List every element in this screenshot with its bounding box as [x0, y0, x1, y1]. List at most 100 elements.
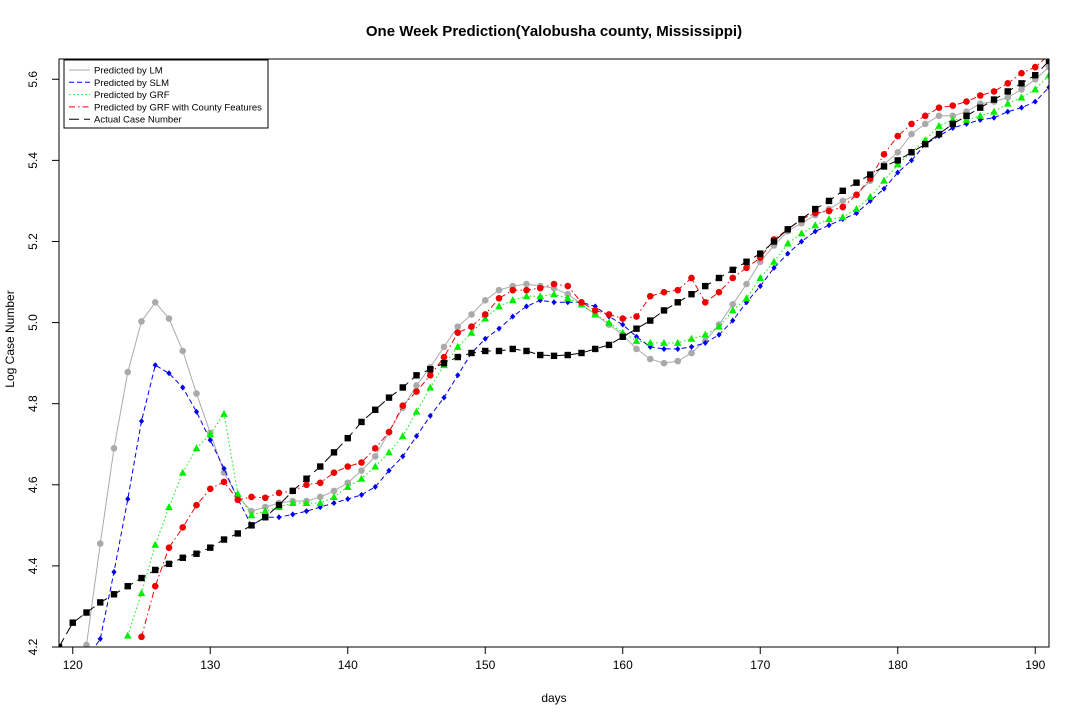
- data-point: [563, 294, 572, 302]
- data-point: [701, 299, 709, 306]
- data-point: [771, 264, 777, 271]
- data-point: [247, 511, 256, 519]
- data-point: [949, 120, 956, 128]
- data-point: [908, 157, 915, 164]
- data-point: [757, 283, 763, 290]
- data-point: [550, 290, 558, 298]
- data-point: [908, 149, 915, 156]
- x-tick-label: 130: [200, 658, 220, 672]
- data-point: [207, 437, 213, 444]
- x-tick-label: 190: [1025, 658, 1045, 672]
- data-point: [716, 331, 722, 338]
- data-point: [96, 540, 104, 547]
- data-point: [220, 469, 228, 476]
- data-point: [152, 566, 159, 574]
- data-point: [331, 500, 337, 507]
- data-point: [785, 250, 791, 257]
- data-point: [921, 112, 929, 120]
- data-point: [180, 384, 186, 391]
- data-point: [317, 463, 324, 470]
- data-point: [729, 274, 737, 282]
- data-point: [674, 286, 682, 294]
- data-point: [330, 492, 338, 500]
- series-actual-case-number: [59, 59, 1049, 647]
- data-point: [178, 468, 187, 476]
- data-point: [661, 345, 667, 352]
- data-point: [372, 406, 379, 413]
- data-point: [660, 288, 668, 296]
- data-point: [1017, 93, 1026, 101]
- data-point: [345, 495, 351, 502]
- data-point: [454, 329, 462, 337]
- data-point: [206, 430, 215, 438]
- data-point: [881, 185, 887, 192]
- data-point: [358, 459, 365, 466]
- data-point: [344, 463, 352, 470]
- data-point: [1045, 71, 1049, 79]
- data-point: [894, 132, 902, 140]
- data-point: [605, 341, 613, 349]
- data-point: [261, 503, 269, 511]
- data-point: [343, 482, 352, 490]
- data-point: [192, 444, 201, 452]
- data-point: [303, 508, 310, 515]
- data-point: [908, 130, 915, 138]
- data-point: [371, 444, 379, 452]
- data-point: [220, 409, 228, 417]
- data-point: [234, 530, 241, 537]
- data-point: [578, 349, 585, 357]
- data-point: [220, 478, 228, 486]
- data-point: [385, 394, 393, 401]
- data-point: [591, 310, 600, 318]
- data-point: [193, 550, 200, 557]
- data-point: [427, 366, 434, 373]
- data-point: [839, 187, 846, 194]
- data-point: [523, 303, 530, 310]
- data-point: [1004, 88, 1011, 95]
- chart-title: One Week Prediction(Yalobusha county, Mi…: [366, 23, 742, 40]
- data-point: [701, 330, 710, 338]
- data-point: [166, 370, 172, 377]
- data-point: [481, 311, 489, 318]
- data-point: [963, 98, 970, 105]
- data-point: [426, 372, 434, 379]
- x-tick-label: 140: [338, 658, 358, 672]
- data-point: [756, 273, 765, 281]
- data-point: [935, 121, 943, 129]
- data-point: [976, 111, 985, 119]
- data-point: [647, 317, 654, 324]
- data-point: [839, 197, 847, 205]
- data-point: [1032, 98, 1038, 105]
- data-point: [288, 499, 297, 507]
- data-point: [151, 299, 159, 306]
- x-tick-label: 180: [888, 658, 908, 672]
- data-point: [660, 338, 668, 346]
- data-point: [138, 633, 145, 641]
- data-point: [687, 334, 696, 342]
- data-point: [358, 418, 365, 426]
- data-point: [646, 338, 655, 346]
- data-point: [495, 302, 503, 310]
- legend-box: [63, 59, 269, 129]
- data-point: [893, 160, 902, 168]
- data-point: [372, 483, 378, 490]
- data-point: [867, 171, 874, 178]
- data-point: [551, 299, 557, 306]
- data-point: [688, 343, 695, 350]
- data-point: [783, 239, 792, 247]
- data-point: [591, 307, 599, 314]
- y-axis-label: Log Case Number: [3, 290, 17, 387]
- data-point: [743, 258, 750, 265]
- data-point: [990, 96, 998, 103]
- data-point: [935, 104, 943, 111]
- data-point: [962, 115, 971, 123]
- data-point: [825, 215, 833, 223]
- data-point: [495, 294, 503, 302]
- data-point: [453, 342, 462, 350]
- data-point: [853, 191, 860, 199]
- data-point: [852, 205, 861, 213]
- data-point: [316, 479, 324, 487]
- data-point: [138, 418, 145, 425]
- data-point: [123, 631, 132, 639]
